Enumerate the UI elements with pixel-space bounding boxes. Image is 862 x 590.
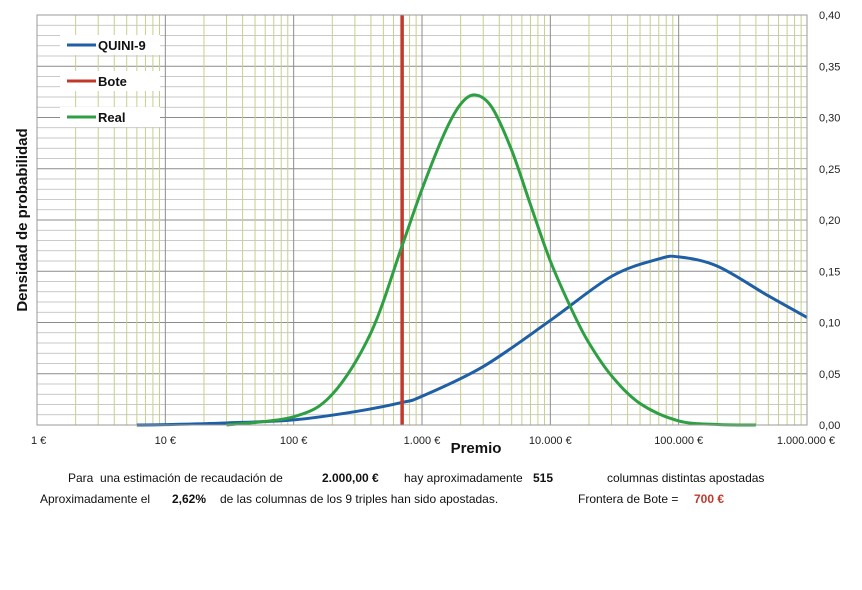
- y-tick-label: 0,35: [819, 61, 840, 73]
- frontier-label: Frontera de Bote =: [578, 492, 679, 506]
- series-layer: [136, 15, 808, 427]
- frontier-value: 700 €: [694, 492, 725, 506]
- x-tick-label: 100.000 €: [654, 435, 703, 447]
- footer-count: 515: [533, 471, 554, 485]
- footer-line1-prefix: Para una estimación de recaudación de: [68, 471, 283, 485]
- page: 0,00 0,05 0,10 0,15 0,20 0,25 0,30 0,35 0,40 1 € 1…: [14, 10, 841, 506]
- legend-background: [60, 71, 160, 91]
- x-tick-label: 10.000 €: [529, 435, 572, 447]
- legend-background: [60, 35, 160, 55]
- y-tick-label: 0,30: [819, 113, 840, 125]
- x-tick-label: 1 €: [31, 435, 46, 447]
- y-tick-label: 0,05: [819, 369, 840, 381]
- footer-line-1: Para una estimación de recaudación de 2.…: [0, 471, 862, 569]
- legend-label-quini-9: QUINI-9: [98, 38, 146, 53]
- x-tick-label: 1.000 €: [404, 435, 441, 447]
- footer-line-2: Aproximadamente el 2,62% de las columnas…: [0, 492, 862, 590]
- footer-percent: 2,62%: [172, 492, 207, 506]
- y-tick-label: 0,10: [819, 318, 840, 330]
- footer-line1-middle: hay aproximadamente: [404, 471, 523, 485]
- legend-label-real: Real: [98, 110, 125, 125]
- footer-line1-suffix: columnas distintas apostadas: [607, 471, 765, 485]
- y-axis-title: Densidad de probabilidad: [14, 128, 31, 311]
- x-axis-title: Premio: [451, 440, 502, 457]
- footer-amount: 2.000,00 €: [322, 471, 379, 485]
- x-tick-label: 100 €: [280, 435, 308, 447]
- x-tick-label: 10 €: [155, 435, 176, 447]
- series-line-real: [226, 93, 756, 427]
- y-tick-label: 0,00: [819, 420, 840, 432]
- plot-frame: [36, 14, 808, 426]
- probability-density-chart: 0,00 0,05 0,10 0,15 0,20 0,25 0,30 0,35 0,40 1 € 1…: [14, 10, 841, 457]
- y-tick-label: 0,25: [819, 164, 840, 176]
- y-tick-label: 0,40: [819, 10, 840, 22]
- grid: [36, 14, 808, 426]
- legend-background: [60, 107, 160, 127]
- footer-line2-prefix: Aproximadamente el: [40, 492, 151, 506]
- legend: QUINI-9 Bote Real: [60, 35, 160, 127]
- x-tick-label: 1.000.000 €: [777, 435, 835, 447]
- footer-line2-middle: de las columnas de los 9 triples han sid…: [220, 492, 499, 506]
- y-tick-label: 0,20: [819, 215, 840, 227]
- y-tick-label: 0,15: [819, 266, 840, 278]
- axes: 0,00 0,05 0,10 0,15 0,20 0,25 0,30 0,35 0,40 1 € 1…: [14, 10, 840, 457]
- legend-label-bote: Bote: [98, 74, 127, 89]
